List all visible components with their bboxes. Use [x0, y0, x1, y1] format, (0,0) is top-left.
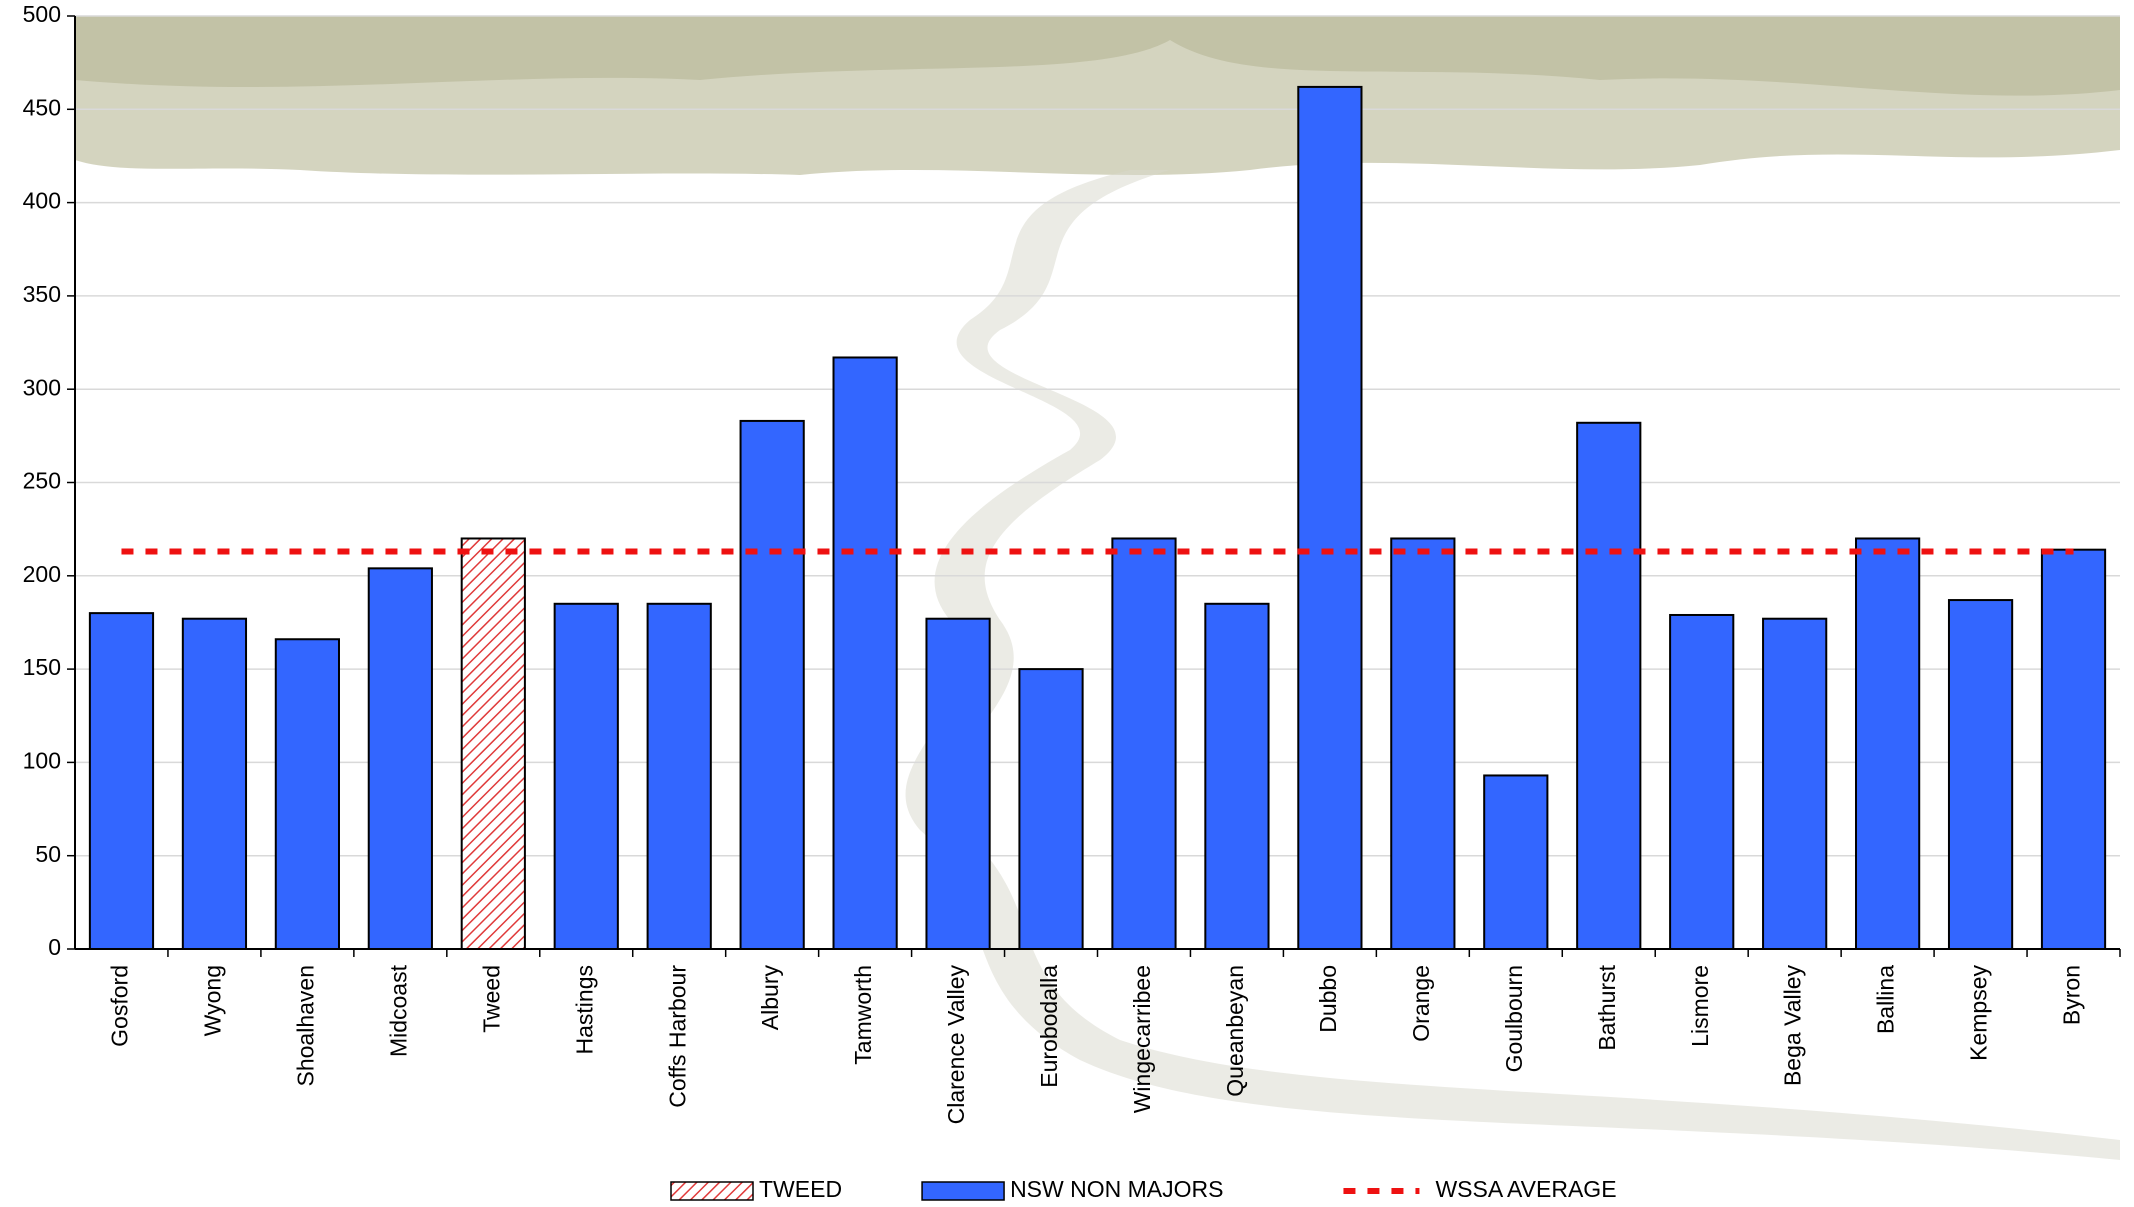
x-tick-label: Wingecarribee — [1129, 965, 1155, 1113]
bar — [553, 602, 619, 950]
bar — [1297, 85, 1363, 950]
y-tick-label: 450 — [23, 94, 61, 120]
x-tick-label: Eurobodalla — [1036, 965, 1062, 1088]
x-tick-label: Lismore — [1687, 965, 1713, 1047]
x-tick-label: Shoalhaven — [292, 965, 318, 1087]
bar — [1483, 774, 1549, 950]
legend-swatch — [921, 1181, 1005, 1201]
bar — [2040, 548, 2107, 951]
bar — [367, 567, 433, 950]
x-tick-label: Goulbourn — [1501, 965, 1527, 1072]
legend-label: NSW NON MAJORS — [1010, 1176, 1223, 1202]
bar — [1947, 599, 2014, 950]
x-tick-label: Byron — [2059, 965, 2085, 1025]
bar — [1855, 537, 1921, 950]
bar — [832, 356, 898, 950]
x-tick-label: Tamworth — [850, 965, 876, 1065]
x-tick-label: Clarence Valley — [943, 965, 969, 1125]
bar — [274, 638, 340, 951]
bar — [739, 419, 805, 950]
x-tick-label: Albury — [757, 965, 783, 1031]
x-tick-label: Wyong — [200, 965, 226, 1036]
x-tick-label: Gosford — [107, 965, 133, 1047]
y-tick-label: 50 — [35, 841, 61, 867]
y-tick-label: 150 — [23, 654, 61, 680]
x-tick-label: Coffs Harbour — [664, 965, 690, 1108]
y-tick-label: 350 — [23, 281, 61, 307]
bar — [1390, 537, 1456, 950]
legend-swatch — [670, 1181, 754, 1201]
bar — [646, 602, 712, 950]
x-tick-label: Bega Valley — [1780, 965, 1806, 1087]
x-tick-label: Orange — [1408, 965, 1434, 1042]
bar — [460, 537, 526, 950]
y-tick-label: 250 — [23, 468, 61, 494]
y-tick-label: 100 — [23, 747, 61, 773]
bar — [1762, 617, 1828, 951]
x-tick-label: Queanbeyan — [1222, 965, 1248, 1097]
y-tick-label: 200 — [23, 561, 61, 587]
axes: 0 50 100 150 200 250 300 350 400 450 500 Gosford Wyo… — [23, 1, 2121, 1125]
x-tick-label: Bathurst — [1594, 964, 1620, 1050]
bar — [1204, 602, 1270, 950]
y-tick-label: 0 — [48, 934, 61, 960]
y-tick-label: 400 — [23, 188, 61, 214]
x-tick-label: Midcoast — [385, 964, 411, 1057]
y-tick-label: 300 — [23, 374, 61, 400]
bars — [88, 85, 2107, 951]
x-tick-label: Ballina — [1873, 965, 1899, 1034]
background-art — [75, 16, 2121, 1160]
legend: TWEED NSW NON MAJORS WSSA AVERAGE — [670, 1176, 1617, 1202]
bar — [181, 617, 248, 951]
legend-label: TWEED — [759, 1176, 842, 1202]
x-tick-label: Tweed — [478, 965, 504, 1033]
bar — [1018, 668, 1084, 950]
bar — [925, 617, 991, 951]
bar — [1576, 421, 1642, 950]
bar — [88, 612, 155, 950]
y-tick-label: 500 — [23, 1, 61, 27]
x-tick-label: Dubbo — [1315, 965, 1341, 1033]
x-tick-label: Hastings — [571, 965, 597, 1054]
bar — [1111, 537, 1177, 950]
bar — [1669, 613, 1735, 951]
legend-label: WSSA AVERAGE — [1435, 1176, 1616, 1202]
x-tick-label: Kempsey — [1966, 965, 1992, 1061]
